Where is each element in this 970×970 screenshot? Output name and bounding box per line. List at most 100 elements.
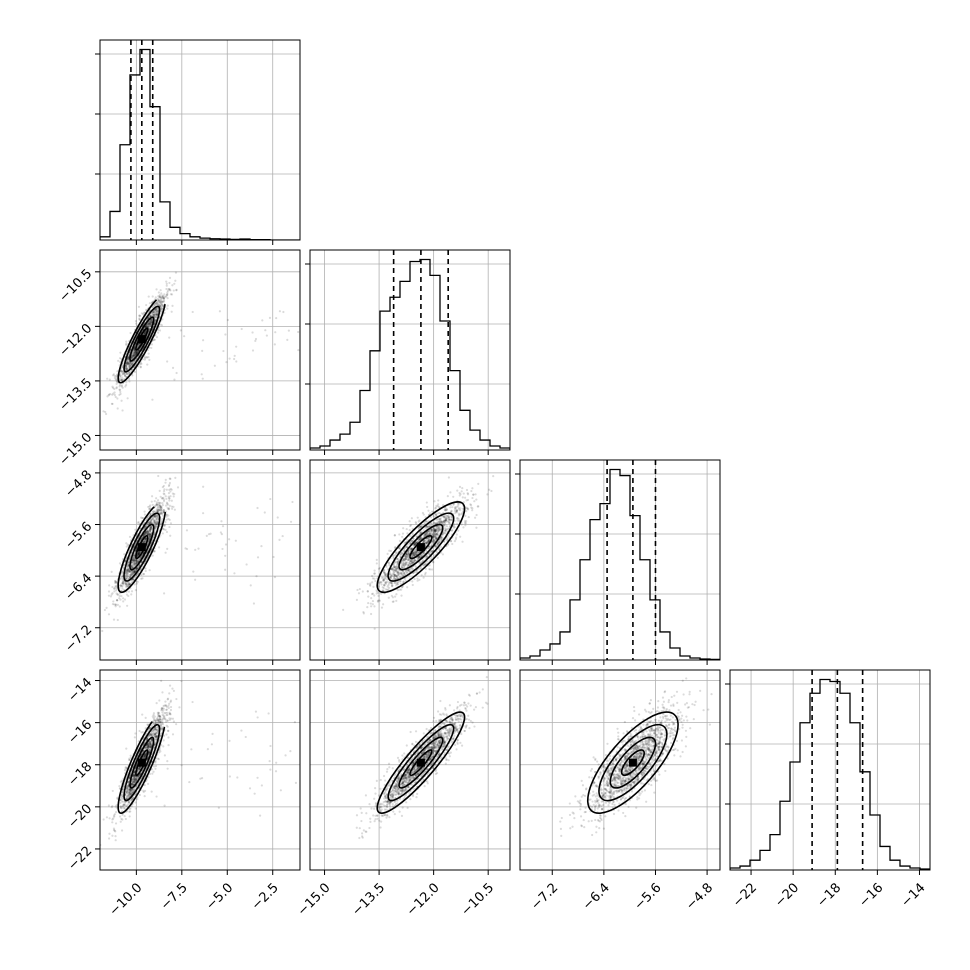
sample-point [452,502,455,506]
sample-point [130,368,134,371]
sample-point [126,361,129,364]
sample-point [157,516,160,519]
sample-point [432,533,436,536]
sample-point [133,570,136,573]
sample-point [436,531,439,535]
sample-point [461,487,464,490]
sample-point [171,284,174,287]
sample-point [120,582,123,585]
sample-point [159,289,162,292]
sample-point [435,544,438,547]
sample-point [152,313,156,316]
sample-point [149,529,152,532]
sample-point [116,599,119,602]
sample-point [408,548,411,551]
sample-point [104,410,107,414]
sample-point [418,550,421,554]
sample-point [396,570,399,573]
sample-point [136,553,140,556]
sample-point [411,554,415,557]
sample-point [447,516,450,519]
sample-point [369,584,372,587]
sample-point [159,302,163,305]
sample-point [140,573,143,577]
sample-point [411,552,415,555]
sample-point [175,288,178,291]
sample-point [440,539,443,542]
sample-point [161,532,164,535]
sample-point [401,551,404,555]
sample-point [433,528,436,532]
sample-point [157,299,160,302]
sample-point [424,516,427,519]
sample-point [403,541,406,544]
sample-point [400,572,403,575]
sample-point [393,534,396,537]
sample-point [434,506,438,509]
sample-point [119,351,122,354]
sample-point [149,528,152,531]
sample-point [475,513,478,517]
sample-point [113,580,117,583]
sample-point [133,351,136,354]
sample-point [126,362,129,365]
sample-point [202,339,205,342]
sample-point [148,535,151,538]
sample-point [129,362,132,365]
sample-point [390,582,393,585]
sample-point [419,554,422,557]
sample-point [194,548,197,551]
sample-point [411,532,414,535]
sample-point [128,583,131,586]
sample-point [159,506,162,509]
sample-point [425,533,428,536]
sample-point [122,588,125,592]
sample-point [160,505,163,509]
sample-point [153,500,156,503]
sample-point [444,509,447,512]
sample-point [119,584,122,587]
sample-point [120,585,124,588]
sample-point [157,509,161,512]
sample-point [126,358,129,361]
sample-point [143,357,147,360]
sample-point [465,499,468,502]
sample-point [119,584,123,588]
sample-point [434,529,437,532]
sample-point [149,323,153,326]
sample-point [148,322,152,325]
sample-point [153,510,156,513]
sample-point [120,378,123,381]
sample-point [148,522,151,525]
sample-point [402,564,406,567]
sample-point [173,378,176,381]
sample-point [437,499,440,502]
sample-point [124,574,127,577]
sample-point [156,510,159,513]
sample-point [410,547,413,550]
sample-point [149,520,152,523]
sample-point [362,612,365,615]
sample-point [161,497,164,500]
sample-point [384,574,387,577]
sample-point [125,362,128,365]
sample-point [405,552,408,555]
sample-point [404,559,407,562]
sample-point [434,527,437,530]
sample-point [138,552,141,555]
sample-point [133,353,136,357]
sample-point [402,562,405,566]
sample-point [166,547,169,550]
sample-point [162,300,166,303]
sample-point [451,516,454,519]
sample-point [121,364,124,367]
sample-point [111,385,114,388]
sample-point [169,240,171,242]
sample-point [462,501,465,504]
sample-point [115,386,118,389]
sample-point [130,356,134,360]
sample-point [441,522,444,525]
sample-point [402,562,405,565]
sample-point [153,515,156,518]
sample-point [155,303,158,306]
